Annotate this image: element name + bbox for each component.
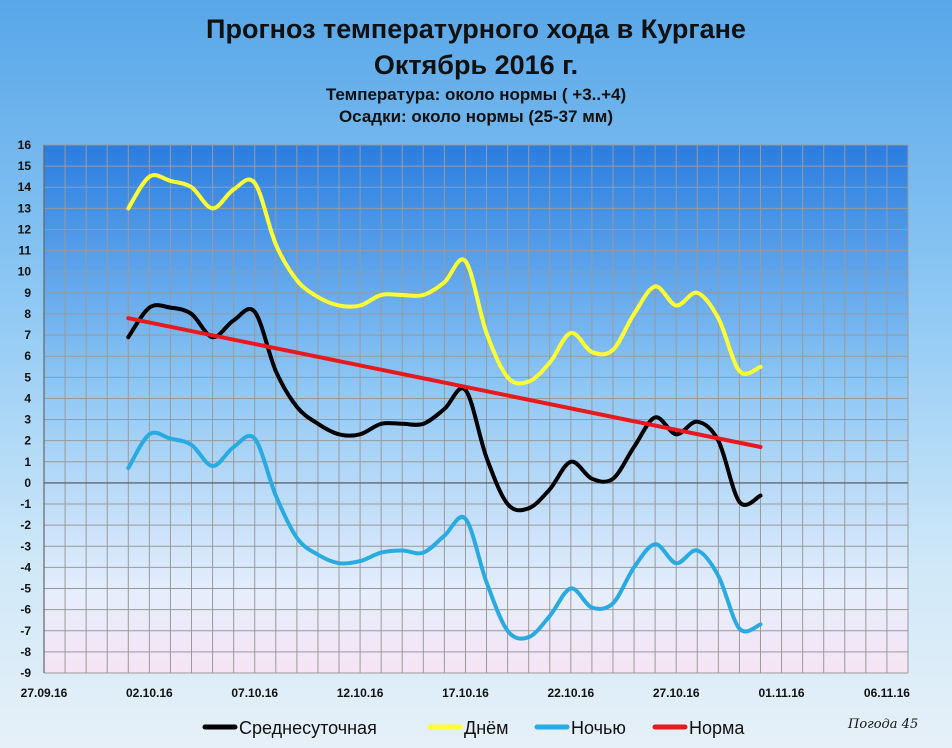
y-tick-label: 8 (24, 307, 31, 321)
series-norm-line (126, 316, 763, 450)
plot-area (44, 145, 908, 673)
legend: Среднесуточная Днём Ночью Норма (202, 718, 745, 738)
y-tick-label: -6 (20, 603, 31, 617)
x-tick-label: 06.11.16 (864, 686, 910, 700)
series-night-line (126, 430, 763, 641)
y-tick-label: 1 (24, 455, 31, 469)
legend-norm-label: Норма (689, 718, 745, 738)
y-tick-label: -8 (20, 645, 31, 659)
y-tick-label: 0 (24, 476, 31, 490)
x-tick-label: 17.10.16 (442, 686, 489, 700)
x-tick-label: 01.11.16 (759, 686, 805, 700)
x-tick-label: 27.09.16 (21, 686, 68, 700)
x-tick-label: 12.10.16 (337, 686, 384, 700)
y-tick-label: -5 (20, 582, 31, 596)
legend-night-label: Ночью (571, 718, 626, 738)
axes: -9-8-7-6-5-4-3-2-10123456789101112131415… (18, 138, 911, 700)
y-tick-label: 7 (24, 328, 31, 342)
y-tick-label: 16 (18, 138, 32, 152)
legend-day-label: Днём (464, 718, 509, 738)
series-layer (126, 173, 763, 641)
legend-daily-mean-label: Среднесуточная (239, 718, 377, 738)
y-tick-label: 3 (24, 413, 31, 427)
temperature-note: Температура: около нормы ( +3..+4) (325, 85, 627, 104)
y-tick-label: -2 (20, 518, 31, 532)
y-tick-label: -1 (20, 497, 31, 511)
series-daily-mean-line (126, 303, 763, 513)
y-tick-label: 9 (24, 286, 31, 300)
y-tick-label: 13 (18, 201, 32, 215)
y-tick-label: 12 (18, 222, 32, 236)
chart-subtitle: Октябрь 2016 г. (373, 50, 579, 80)
y-tick-label: 15 (18, 159, 32, 173)
y-tick-label: 14 (18, 180, 32, 194)
x-tick-label: 02.10.16 (126, 686, 173, 700)
y-tick-label: 10 (18, 265, 32, 279)
x-tick-label: 22.10.16 (547, 686, 594, 700)
y-tick-label: 5 (24, 370, 31, 384)
precipitation-note: Осадки: около нормы (25-37 мм) (338, 107, 614, 126)
watermark: Погода 45 (848, 717, 919, 732)
chart-title: Прогноз температурного хода в Кургане (206, 14, 746, 44)
y-tick-label: 2 (24, 434, 31, 448)
y-tick-label: 4 (24, 391, 31, 405)
y-tick-label: -4 (20, 560, 31, 574)
series-day-line (126, 173, 763, 386)
y-tick-label: -7 (20, 624, 31, 638)
x-tick-label: 07.10.16 (231, 686, 278, 700)
y-tick-label: -3 (20, 539, 31, 553)
x-tick-label: 27.10.16 (653, 686, 700, 700)
y-tick-label: -9 (20, 666, 31, 680)
y-tick-label: 11 (18, 244, 31, 258)
y-tick-label: 6 (24, 349, 31, 363)
